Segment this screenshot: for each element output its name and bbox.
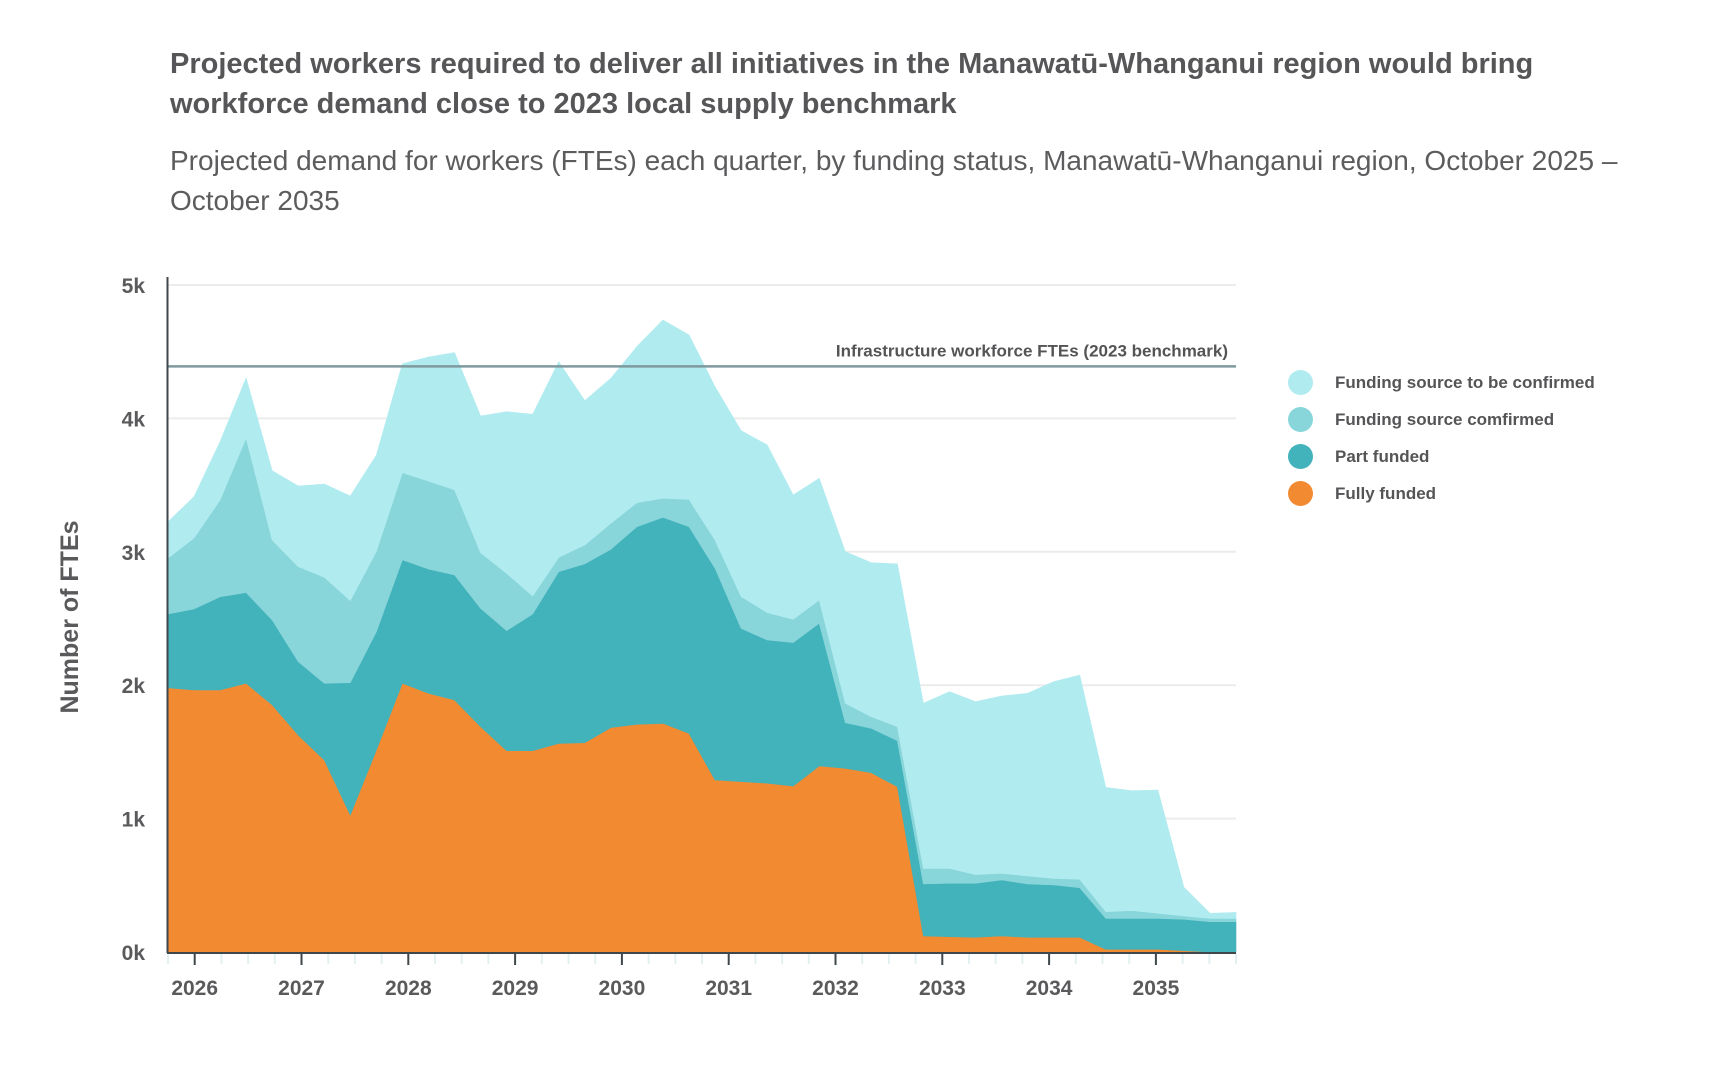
legend-label: Funding source to be confirmed xyxy=(1335,372,1595,392)
x-tick-label: 2034 xyxy=(1026,977,1073,1000)
x-tick-label: 2026 xyxy=(171,977,218,1000)
y-tick-label: 2k xyxy=(122,675,146,698)
y-axis-ticks: 0k 1k 2k 3k 4k 5k xyxy=(122,275,146,965)
legend-swatch-icon xyxy=(1288,370,1313,395)
y-tick-label: 0k xyxy=(122,942,146,965)
legend-item: Fully funded xyxy=(1288,475,1595,512)
x-tick-label: 2035 xyxy=(1133,977,1180,1000)
legend-swatch-icon xyxy=(1288,407,1313,432)
area-funding-source-to-be-confirmed xyxy=(167,319,1237,919)
y-tick-label: 1k xyxy=(122,809,146,832)
x-tick-label: 2033 xyxy=(919,977,966,1000)
x-tick-label: 2030 xyxy=(599,977,646,1000)
x-tick-label: 2032 xyxy=(812,977,859,1000)
y-axis-title: Number of FTEs xyxy=(56,520,84,713)
axes xyxy=(166,277,1236,954)
chart-subtitle: Projected demand for workers (FTEs) each… xyxy=(170,145,1618,216)
legend-item: Funding source to be confirmed xyxy=(1288,364,1595,401)
x-tick-label: 2029 xyxy=(492,977,539,1000)
chart-title: Projected workers required to deliver al… xyxy=(170,48,1534,120)
legend-label: Part funded xyxy=(1335,446,1430,466)
benchmark: Infrastructure workforce FTEs (2023 benc… xyxy=(168,341,1236,368)
area-layers xyxy=(167,319,1237,953)
legend-item: Funding source comfirmed xyxy=(1288,401,1595,438)
legend-swatch-icon xyxy=(1288,444,1313,469)
x-axis-ticks: 2026 2027 2028 2029 2030 2031 2032 2033 2034 2035 xyxy=(167,954,1237,1000)
legend-label: Fully funded xyxy=(1335,483,1437,503)
legend-label: Funding source comfirmed xyxy=(1335,409,1555,429)
x-tick-label: 2031 xyxy=(705,977,752,1000)
y-tick-label: 5k xyxy=(122,275,146,298)
benchmark-label: Infrastructure workforce FTEs (2023 benc… xyxy=(836,341,1228,360)
y-tick-label: 4k xyxy=(122,408,146,431)
x-tick-label: 2028 xyxy=(385,977,432,1000)
legend-item: Part funded xyxy=(1288,438,1595,475)
legend-swatch-icon xyxy=(1288,481,1313,506)
legend: Funding source to be confirmed Funding s… xyxy=(1288,364,1595,512)
y-tick-label: 3k xyxy=(122,542,146,565)
x-tick-label: 2027 xyxy=(278,977,325,1000)
